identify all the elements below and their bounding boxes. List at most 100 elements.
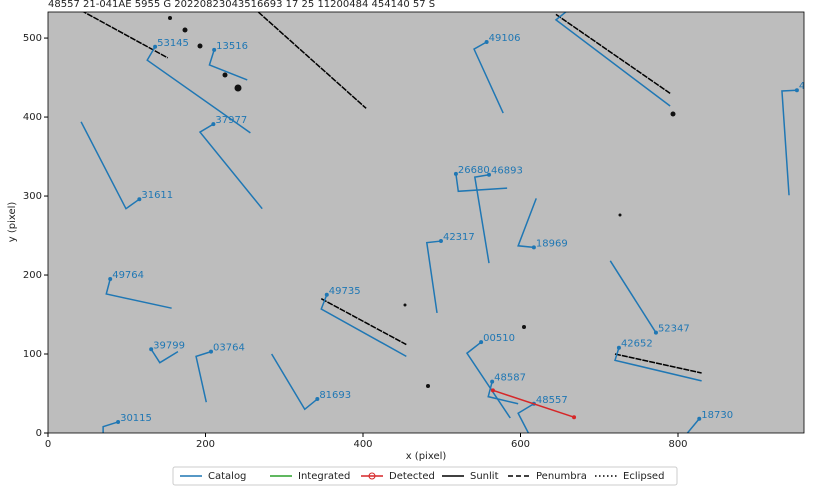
x-tick-label: 0 xyxy=(45,439,51,450)
track-start xyxy=(211,122,216,127)
plot-frame xyxy=(47,11,805,434)
legend-label: Catalog xyxy=(208,471,246,482)
track-label: 50851 xyxy=(570,1,602,12)
track-label: 42652 xyxy=(621,339,653,350)
x-tick-label: 600 xyxy=(511,439,530,450)
catalog-track xyxy=(686,418,700,433)
track-start xyxy=(324,292,329,297)
catalog-track xyxy=(195,350,212,403)
track-label: 39799 xyxy=(153,340,185,351)
x-tick-label: 400 xyxy=(353,439,372,450)
track-label: 37977 xyxy=(215,115,247,126)
catalog-track xyxy=(614,347,702,382)
track-label: 49735 xyxy=(329,286,361,297)
track-start xyxy=(531,245,536,250)
star xyxy=(222,72,228,78)
track-label: 48587 xyxy=(494,373,526,384)
star xyxy=(618,213,622,217)
catalog-track xyxy=(425,240,442,314)
legend-label: Penumbra xyxy=(536,471,587,482)
catalog-track xyxy=(517,198,537,249)
y-tick-label: 500 xyxy=(23,33,42,44)
y-tick-label: 200 xyxy=(23,270,42,281)
track-start xyxy=(108,276,113,281)
track-start xyxy=(487,172,491,177)
catalog-track xyxy=(455,173,508,193)
y-axis-label: y (pixel) xyxy=(7,202,18,243)
track-start xyxy=(794,88,799,93)
catalog-track xyxy=(465,341,511,419)
track-label: 53145 xyxy=(157,38,189,49)
catalog-track xyxy=(150,348,179,364)
sunlit-track xyxy=(320,298,407,346)
track-start xyxy=(212,47,217,52)
x-tick-label: 200 xyxy=(196,439,215,450)
track-start xyxy=(697,416,702,421)
detected-point xyxy=(572,415,577,420)
track-label: 03764 xyxy=(213,343,245,354)
star xyxy=(670,111,676,117)
catalog-track xyxy=(271,353,318,411)
track-start xyxy=(453,171,458,176)
track-start xyxy=(149,347,154,352)
catalog-track xyxy=(487,381,519,405)
track-label: 49404 xyxy=(799,81,831,92)
track-label: 52347 xyxy=(658,324,690,335)
catalog-track xyxy=(517,403,535,433)
track-start xyxy=(479,340,484,345)
track-start xyxy=(209,349,214,354)
track-label: 31611 xyxy=(141,190,173,201)
track-label: 48557 xyxy=(536,395,568,406)
legend-box xyxy=(172,466,678,486)
track-start xyxy=(484,40,489,45)
chart-title: 48557 21-041AE 5955 G 20220823043516693 … xyxy=(48,0,435,10)
track-start xyxy=(137,197,142,202)
track-start xyxy=(438,239,443,244)
detected-track xyxy=(492,389,575,418)
track-label: 49764 xyxy=(112,270,144,281)
sunlit-track xyxy=(614,353,702,374)
detected-point xyxy=(490,388,495,393)
legend-label: Eclipsed xyxy=(623,471,664,482)
catalog-track xyxy=(80,121,140,210)
catalog-track xyxy=(473,41,504,114)
sunlit-track xyxy=(555,13,671,94)
track-start xyxy=(490,379,495,384)
x-axis-label: x (pixel) xyxy=(406,451,447,462)
y-tick-label: 300 xyxy=(23,191,42,202)
sunlit-track xyxy=(257,12,367,109)
track-start xyxy=(653,330,658,335)
catalog-track xyxy=(198,123,263,210)
track-label: 13516 xyxy=(216,41,248,52)
star xyxy=(234,84,242,92)
y-tick-label: 400 xyxy=(23,112,42,123)
track-label: 18730 xyxy=(701,410,733,421)
catalog-track xyxy=(105,278,172,309)
star xyxy=(182,27,188,33)
catalog-track xyxy=(781,89,797,196)
catalog-track xyxy=(554,12,671,107)
catalog-track xyxy=(102,421,119,433)
track-start xyxy=(116,419,121,424)
track-label: 42317 xyxy=(443,232,475,243)
track-start xyxy=(153,44,158,49)
catalog-track xyxy=(320,294,407,358)
track-label: 26680 xyxy=(458,165,490,176)
track-start xyxy=(616,345,621,350)
track-label: 46893 xyxy=(491,166,523,177)
x-tick-label: 800 xyxy=(668,439,687,450)
track-label: 00510 xyxy=(483,333,515,344)
track-start xyxy=(315,397,320,402)
catalog-track xyxy=(609,260,657,334)
catalog-track xyxy=(208,49,248,81)
track-label: 18969 xyxy=(536,238,568,249)
catalog-track xyxy=(146,46,251,134)
star xyxy=(197,43,203,49)
track-label: 49106 xyxy=(489,33,521,44)
star xyxy=(168,16,172,20)
plot-area: 53145 13516 37977 31611 49764 39799 03764 30115… xyxy=(80,1,831,433)
sky-image xyxy=(48,12,804,433)
y-tick-label: 0 xyxy=(36,428,42,439)
catalog-track xyxy=(473,173,490,264)
